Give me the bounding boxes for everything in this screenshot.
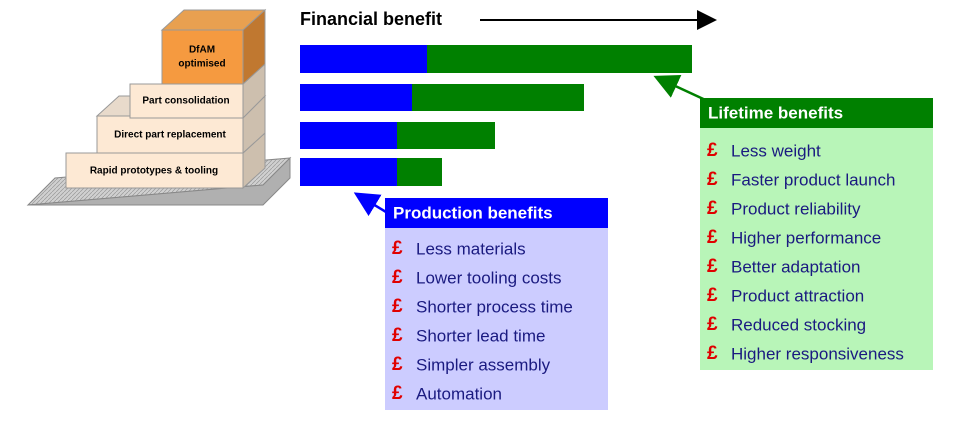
production-list — [385, 228, 608, 410]
list-item: Automation — [416, 384, 502, 403]
step — [65, 152, 244, 189]
level-label: Part consolidation — [142, 96, 229, 107]
lifetime-list — [700, 128, 933, 370]
lifetime-title: Lifetime benefits — [708, 103, 843, 122]
bar-production — [300, 45, 427, 73]
list-item: Product attraction — [731, 286, 864, 305]
list-item: Product reliability — [731, 199, 861, 218]
bullet: £ — [707, 227, 718, 248]
bullet: £ — [707, 285, 718, 306]
bar-lifetime — [397, 122, 495, 149]
list-item: Less materials — [416, 239, 526, 258]
list-item: Shorter process time — [416, 297, 573, 316]
bullet: £ — [392, 296, 403, 317]
level-label: DfAM — [189, 45, 215, 56]
bullet: £ — [392, 267, 403, 288]
title: Financial benefit — [300, 9, 442, 29]
step — [161, 29, 244, 85]
list-item: Better adaptation — [731, 257, 860, 276]
list-item: Higher responsiveness — [731, 344, 904, 363]
list-item: Faster product launch — [731, 170, 895, 189]
bullet: £ — [707, 140, 718, 161]
bullet: £ — [392, 354, 403, 375]
bar-lifetime — [397, 158, 442, 186]
list-item: Higher performance — [731, 228, 881, 247]
bars — [300, 45, 692, 186]
bullet: £ — [707, 198, 718, 219]
level-label: Rapid prototypes & tooling — [90, 166, 218, 177]
list-item: Shorter lead time — [416, 326, 545, 345]
level-label: Direct part replacement — [114, 130, 226, 141]
bar-production — [300, 122, 397, 149]
bullet: £ — [392, 325, 403, 346]
list-item: Simpler assembly — [416, 355, 551, 374]
arrow — [353, 192, 387, 217]
bar-production — [300, 84, 412, 111]
bar-lifetime — [412, 84, 584, 111]
bullet: £ — [707, 343, 718, 364]
list-item: Lower tooling costs — [416, 268, 562, 287]
bullet: £ — [707, 314, 718, 335]
level-label: optimised — [178, 59, 225, 70]
bullet: £ — [392, 383, 403, 404]
list-item: Reduced stocking — [731, 315, 866, 334]
bullet: £ — [392, 238, 403, 259]
lifetime-header — [700, 98, 933, 128]
bullet: £ — [707, 169, 718, 190]
bar-lifetime — [427, 45, 692, 73]
pyramid: Rapid prototypes & tooling Direct part r… — [26, 8, 292, 206]
production-header — [385, 198, 608, 228]
bar-production — [300, 158, 397, 186]
list-item: Less weight — [731, 141, 821, 160]
production-title: Production benefits — [393, 203, 553, 222]
bullet: £ — [707, 256, 718, 277]
step — [96, 115, 244, 154]
